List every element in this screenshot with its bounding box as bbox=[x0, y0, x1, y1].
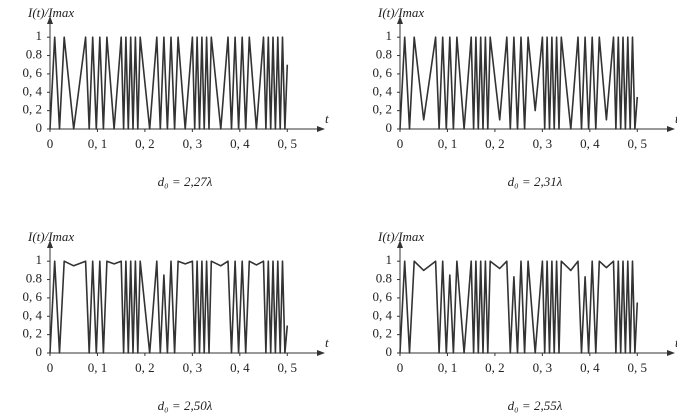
y-axis-label: I(t)/Imax bbox=[377, 229, 424, 244]
y-tick-label: 0.8 bbox=[376, 271, 392, 286]
x-tick-label: 0, 3 bbox=[183, 360, 203, 375]
x-axis-arrow bbox=[317, 350, 325, 356]
x-axis-label: t bbox=[325, 111, 329, 126]
x-tick-label: 0, 1 bbox=[438, 360, 458, 375]
x-tick-label: 0, 3 bbox=[183, 136, 203, 151]
caption: d₀ = 2,55λ bbox=[508, 398, 563, 413]
x-tick-label: 0, 2 bbox=[135, 360, 155, 375]
y-tick-label: 0, 4 bbox=[373, 83, 393, 98]
x-tick-label: 0 bbox=[47, 360, 54, 375]
x-tick-label: 0 bbox=[397, 360, 404, 375]
y-axis-arrow bbox=[397, 240, 403, 248]
y-tick-label: 0, 6 bbox=[23, 65, 43, 80]
y-tick-label: 0 bbox=[386, 120, 393, 135]
x-tick-label: 0, 1 bbox=[438, 136, 458, 151]
y-tick-label: 1 bbox=[36, 28, 43, 43]
x-tick-label: 0 bbox=[397, 136, 404, 151]
y-tick-label: 0.8 bbox=[26, 47, 42, 62]
y-axis-label: I(t)/Imax bbox=[27, 5, 74, 20]
y-axis-label: I(t)/Imax bbox=[27, 229, 74, 244]
panel: 0 0, 1 0, 2 0, 3 0, 4 0, 5 0 0, 2 0, 4 0, 6 0.8 1 I(… bbox=[23, 5, 330, 189]
y-tick-label: 0, 4 bbox=[23, 83, 43, 98]
y-tick-label: 0, 2 bbox=[23, 326, 43, 341]
x-tick-label: 0, 2 bbox=[485, 136, 505, 151]
x-tick-label: 0, 4 bbox=[580, 136, 600, 151]
x-tick-label: 0, 5 bbox=[628, 136, 648, 151]
x-tick-label: 0, 4 bbox=[230, 136, 250, 151]
y-tick-label: 0, 2 bbox=[373, 326, 393, 341]
panel: 0 0, 1 0, 2 0, 3 0, 4 0, 5 0 0, 2 0, 4 0, 6 0.8 1 I(… bbox=[373, 5, 677, 189]
x-axis-arrow bbox=[667, 350, 675, 356]
intensity-curve bbox=[399, 36, 639, 130]
caption: d₀ = 2,27λ bbox=[158, 174, 213, 189]
x-tick-label: 0, 4 bbox=[580, 360, 600, 375]
intensity-curve bbox=[49, 36, 289, 130]
y-axis-arrow bbox=[47, 240, 53, 248]
y-tick-label: 1 bbox=[36, 252, 43, 267]
y-tick-label: 0, 4 bbox=[373, 307, 393, 322]
caption: d₀ = 2,50λ bbox=[158, 398, 213, 413]
x-tick-label: 0 bbox=[47, 136, 54, 151]
y-tick-label: 0, 4 bbox=[23, 307, 43, 322]
x-tick-label: 0, 3 bbox=[533, 360, 553, 375]
x-axis-label: t bbox=[675, 111, 677, 126]
x-tick-label: 0, 2 bbox=[485, 360, 505, 375]
y-tick-label: 0.8 bbox=[26, 271, 42, 286]
y-axis-arrow bbox=[397, 16, 403, 24]
x-tick-label: 0, 1 bbox=[88, 136, 108, 151]
y-tick-label: 1 bbox=[386, 28, 393, 43]
x-tick-label: 0, 5 bbox=[278, 136, 298, 151]
y-tick-label: 0 bbox=[36, 344, 43, 359]
x-tick-label: 0, 5 bbox=[278, 360, 298, 375]
x-tick-label: 0, 5 bbox=[628, 360, 648, 375]
x-axis-arrow bbox=[667, 126, 675, 132]
x-tick-label: 0, 3 bbox=[533, 136, 553, 151]
panel: 0 0, 1 0, 2 0, 3 0, 4 0, 5 0 0, 2 0, 4 0, 6 0.8 1 I(… bbox=[23, 229, 330, 413]
y-tick-label: 0, 6 bbox=[373, 289, 393, 304]
x-axis-arrow bbox=[317, 126, 325, 132]
y-tick-label: 0, 2 bbox=[373, 102, 393, 117]
x-tick-label: 0, 2 bbox=[135, 136, 155, 151]
y-tick-label: 0, 6 bbox=[373, 65, 393, 80]
intensity-curve bbox=[49, 260, 289, 354]
y-tick-label: 0 bbox=[386, 344, 393, 359]
y-tick-label: 0, 2 bbox=[23, 102, 43, 117]
intensity-curve bbox=[399, 260, 639, 354]
x-tick-label: 0, 1 bbox=[88, 360, 108, 375]
y-tick-label: 0.8 bbox=[376, 47, 392, 62]
y-tick-label: 1 bbox=[386, 252, 393, 267]
y-tick-label: 0 bbox=[36, 120, 43, 135]
panel: 0 0, 1 0, 2 0, 3 0, 4 0, 5 0 0, 2 0, 4 0, 6 0.8 1 I(… bbox=[373, 229, 677, 413]
y-axis-arrow bbox=[47, 16, 53, 24]
y-axis-label: I(t)/Imax bbox=[377, 5, 424, 20]
caption: d₀ = 2,31λ bbox=[508, 174, 563, 189]
x-axis-label: t bbox=[325, 335, 329, 350]
x-tick-label: 0, 4 bbox=[230, 360, 250, 375]
x-axis-label: t bbox=[675, 335, 677, 350]
y-tick-label: 0, 6 bbox=[23, 289, 43, 304]
